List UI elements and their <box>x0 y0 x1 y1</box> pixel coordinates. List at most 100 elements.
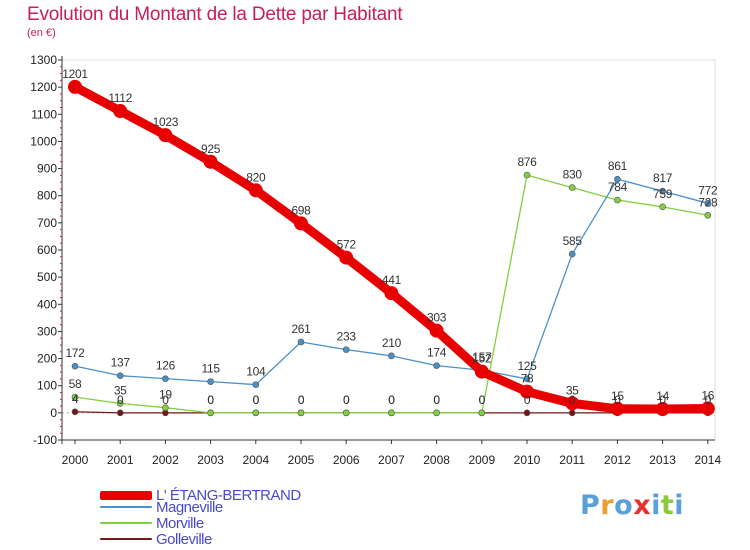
data-label: 16 <box>701 389 714 403</box>
data-label: 820 <box>246 170 266 184</box>
data-label: 0 <box>433 393 440 407</box>
data-label: 728 <box>698 195 718 209</box>
data-label: 0 <box>207 393 214 407</box>
x-tick-label: 2007 <box>378 453 405 467</box>
data-label: 35 <box>114 383 127 397</box>
data-point <box>158 128 173 143</box>
data-label: 14 <box>656 389 669 403</box>
x-tick-label: 2006 <box>333 453 360 467</box>
data-label: 233 <box>337 330 357 344</box>
data-point <box>433 362 440 369</box>
legend-swatch-golleville <box>100 538 152 540</box>
data-point <box>700 401 715 416</box>
data-point <box>610 401 625 416</box>
data-label: 1201 <box>62 67 88 81</box>
data-point <box>704 200 712 207</box>
data-label: 0 <box>298 393 305 407</box>
data-label: 0 <box>253 393 260 407</box>
legend-label-golleville: Golleville <box>156 530 212 548</box>
data-label: 0 <box>162 393 169 407</box>
data-point <box>71 362 79 370</box>
data-point <box>614 175 621 183</box>
data-point <box>116 372 124 379</box>
data-label: 0 <box>705 393 712 407</box>
legend-entry-golleville[interactable]: Golleville <box>100 530 212 548</box>
data-point <box>568 409 576 417</box>
y-tick-label: 900 <box>37 162 57 176</box>
data-point <box>116 400 124 407</box>
data-point <box>474 364 489 379</box>
data-label: 784 <box>608 180 628 194</box>
data-point <box>655 402 670 417</box>
data-label: 0 <box>343 393 350 407</box>
data-point <box>388 352 395 360</box>
y-tick-label: 500 <box>37 270 57 284</box>
legend-entry-magneville[interactable]: Magneville <box>100 499 223 516</box>
data-label: 78 <box>521 372 534 386</box>
data-point <box>248 183 263 198</box>
data-label: 0 <box>298 393 305 407</box>
data-label: 125 <box>517 359 537 373</box>
data-label: 572 <box>337 238 357 252</box>
data-point <box>384 286 399 301</box>
proxiti-logo: Proxiti <box>580 490 684 521</box>
data-point <box>523 409 531 417</box>
x-tick-label: 2004 <box>242 453 269 467</box>
logo-letter: i <box>651 490 661 521</box>
y-tick-label: 800 <box>37 189 57 203</box>
legend-swatch-morville <box>100 522 152 524</box>
data-point <box>659 203 666 211</box>
data-label: 0 <box>388 393 395 407</box>
data-point <box>162 404 169 412</box>
x-tick-label: 2010 <box>514 453 541 467</box>
data-label: 303 <box>427 311 447 325</box>
legend-entry-etang-bertrand[interactable]: L' ÉTANG-BERTRAND <box>100 486 301 504</box>
data-label: 0 <box>479 393 486 407</box>
data-label: 261 <box>291 322 311 336</box>
data-label: 0 <box>207 393 214 407</box>
data-point <box>113 104 128 119</box>
legend-swatch-magneville <box>100 506 152 508</box>
data-point <box>659 187 666 195</box>
data-label: 876 <box>517 155 537 169</box>
data-label: 830 <box>563 168 583 182</box>
data-point <box>342 409 350 417</box>
data-point <box>520 384 534 399</box>
data-label: 441 <box>382 273 402 287</box>
data-label: 152 <box>472 352 492 366</box>
data-point <box>523 375 531 383</box>
data-point <box>71 408 79 416</box>
y-tick-label: 300 <box>37 324 57 338</box>
data-point <box>207 378 214 385</box>
data-point <box>568 250 576 258</box>
data-label: 0 <box>253 393 260 407</box>
data-point <box>339 250 354 265</box>
x-tick-label: 2005 <box>288 453 315 467</box>
y-tick-label: 1300 <box>30 53 57 67</box>
x-tick-label: 2000 <box>62 453 89 467</box>
logo-letter: P <box>580 490 601 521</box>
data-label: 0 <box>659 393 666 407</box>
y-tick-label: 1200 <box>30 80 57 94</box>
logo-letter: x <box>633 490 652 521</box>
data-label: 0 <box>343 393 350 407</box>
chart-unit-label: (en €) <box>27 27 56 39</box>
legend-label-etang-bertrand: L' ÉTANG-BERTRAND <box>156 486 301 504</box>
y-tick-label: 400 <box>37 297 57 311</box>
data-label: 172 <box>65 346 85 360</box>
data-label: 0 <box>433 393 440 407</box>
y-tick-label: 100 <box>37 379 57 393</box>
legend-swatch-etang-bertrand <box>100 490 152 500</box>
data-label: 58 <box>69 377 82 391</box>
data-label: 861 <box>608 159 628 173</box>
x-tick-label: 2013 <box>649 453 676 467</box>
legend-entry-morville[interactable]: Morville <box>100 515 204 532</box>
y-tick-label: -100 <box>33 433 57 447</box>
data-point <box>478 409 486 417</box>
data-point <box>429 323 444 338</box>
data-label: 157 <box>472 350 492 364</box>
y-tick-label: 1000 <box>30 134 57 148</box>
data-point <box>433 409 440 417</box>
data-label: 698 <box>291 203 311 217</box>
